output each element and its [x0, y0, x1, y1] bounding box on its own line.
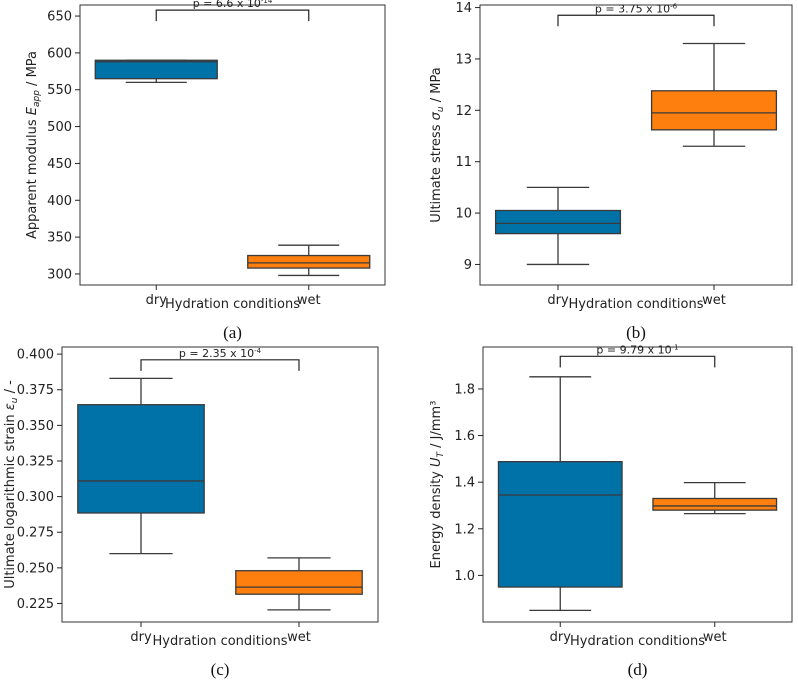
- y-axis-label: Ultimate stress σu / MPa: [429, 67, 446, 222]
- y-axis-label: Apparent modulus Eapp / MPa: [25, 51, 42, 239]
- plot-frame: [479, 4, 793, 286]
- y-tick-label: 0.325: [17, 454, 54, 469]
- box-iqr: [247, 254, 371, 269]
- x-axis-label: Hydration conditions: [569, 297, 704, 312]
- x-tick-label-wet: wet: [297, 293, 321, 308]
- box-iqr: [94, 59, 218, 80]
- y-tick-label: 1.2: [454, 522, 475, 537]
- plot-frame: [482, 346, 793, 623]
- box-iqr: [650, 90, 778, 131]
- y-axis-label: Energy density UT / J/mm³: [429, 401, 446, 569]
- plot-frame: [79, 4, 386, 286]
- y-tick-label: 0.250: [17, 561, 54, 576]
- x-tick-label-wet: wet: [702, 293, 726, 308]
- plot-frame: [61, 346, 379, 623]
- panel-caption: (c): [211, 660, 230, 679]
- box-wet: [235, 557, 363, 611]
- y-tick-label: 600: [47, 46, 72, 61]
- y-tick-label: 0.300: [17, 490, 54, 505]
- y-tick-label: 650: [47, 10, 72, 25]
- significance-bracket: p = 9.79 x 10-1: [559, 343, 716, 368]
- box-wet: [650, 42, 778, 147]
- box-wet: [652, 481, 778, 515]
- bracket-line: [140, 359, 300, 371]
- p-value-label: p = 3.75 x 10-6: [595, 2, 678, 15]
- panel-caption: (b): [626, 323, 646, 342]
- x-tick-label-dry: dry: [130, 630, 152, 645]
- p-value-label: p = 9.79 x 10-1: [596, 343, 678, 356]
- box-iqr: [652, 497, 778, 511]
- panel-caption: (d): [628, 660, 648, 679]
- p-value-label: p = 6.6 x 10-14: [193, 0, 273, 10]
- y-tick-label: 13: [455, 52, 472, 67]
- y-tick-label: 0.400: [17, 348, 54, 363]
- box-iqr: [494, 209, 622, 235]
- x-axis-label: Hydration conditions: [153, 634, 288, 649]
- y-tick-label: 12: [455, 104, 472, 119]
- panel-caption: (a): [223, 323, 242, 342]
- y-tick-label: 500: [47, 120, 72, 135]
- panel-b: 9 10 11 12 13 14 dry wet p = 3.75 x 10-6 Hydratio…: [429, 1, 793, 342]
- y-tick-label: 11: [455, 155, 472, 170]
- x-axis-label: Hydration conditions: [165, 297, 300, 312]
- box-iqr: [497, 461, 623, 588]
- significance-bracket: p = 6.6 x 10-14: [155, 0, 310, 22]
- y-tick-label: 14: [455, 1, 472, 16]
- x-tick-label-dry: dry: [550, 630, 572, 645]
- x-tick-label-wet: wet: [703, 630, 727, 645]
- box-dry: [94, 59, 218, 84]
- y-tick-label: 10: [455, 207, 472, 222]
- y-tick-label: 0.225: [17, 597, 54, 612]
- y-tick-label: 0.375: [17, 383, 54, 398]
- y-tick-label: 1.6: [454, 429, 475, 444]
- box-iqr: [77, 404, 205, 514]
- y-tick-label: 550: [47, 83, 72, 98]
- y-tick-label: 400: [47, 194, 72, 209]
- y-tick-label: 9: [464, 258, 472, 273]
- y-tick-label: 0.350: [17, 419, 54, 434]
- y-axis-label: Ultimate logarithmic strain εu / -: [3, 380, 20, 589]
- p-value-label: p = 2.35 x 10-4: [179, 347, 262, 360]
- y-tick-label: 350: [47, 231, 72, 246]
- y-tick-label: 1.8: [454, 382, 475, 397]
- panel-a: 300 350 400 450 500 550 600 650 dry wet p = 6.6 x …: [25, 0, 386, 342]
- box-iqr: [235, 570, 363, 595]
- x-tick-label-dry: dry: [547, 293, 569, 308]
- x-tick-label-dry: dry: [146, 293, 168, 308]
- panel-d: 1.0 1.2 1.4 1.6 1.8 dry wet p = 9.79 x 10-1 Hydr…: [429, 343, 793, 679]
- box-dry: [497, 376, 623, 611]
- y-tick-label: 300: [47, 267, 72, 282]
- panel-c: 0.225 0.250 0.275 0.300 0.325 0.350 0.375 0.400…: [3, 346, 379, 679]
- box-dry: [77, 377, 205, 555]
- significance-bracket: p = 2.35 x 10-4: [140, 347, 300, 371]
- bracket-line: [557, 14, 715, 27]
- y-tick-label: 450: [47, 157, 72, 172]
- box-wet: [247, 244, 371, 277]
- x-tick-label-wet: wet: [287, 630, 311, 645]
- bracket-line: [155, 9, 310, 22]
- y-tick-label: 0.275: [17, 526, 54, 541]
- significance-bracket: p = 3.75 x 10-6: [557, 2, 715, 27]
- bracket-line: [559, 355, 716, 368]
- box-dry: [494, 186, 622, 266]
- y-tick-label: 1.4: [454, 476, 475, 491]
- y-tick-label: 1.0: [454, 569, 475, 584]
- x-axis-label: Hydration conditions: [570, 634, 705, 649]
